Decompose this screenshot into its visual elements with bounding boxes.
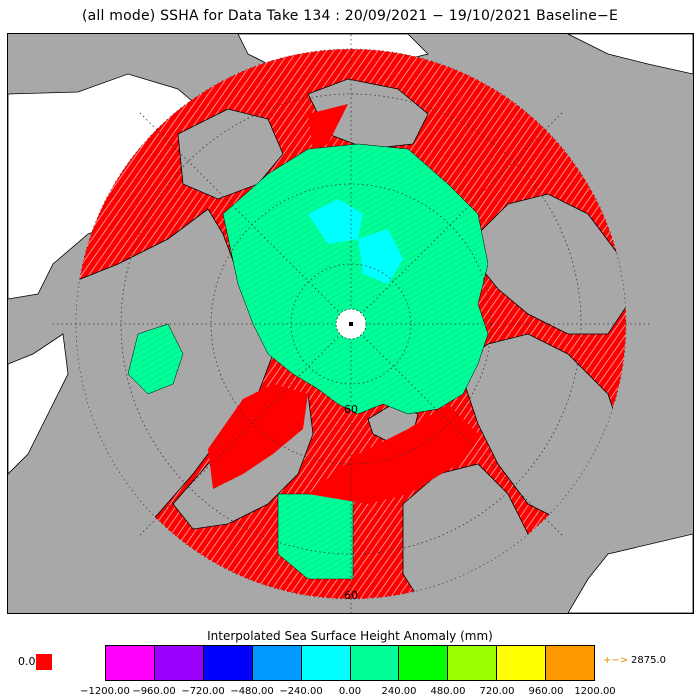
colorbar-segment [203, 646, 253, 680]
colorbar-segment [546, 646, 595, 680]
land-siberia [477, 193, 626, 335]
ssha-green-region [222, 143, 489, 415]
colorbar [105, 645, 595, 681]
outer-ocean [8, 333, 69, 475]
outer-ocean [567, 34, 693, 75]
overflow-value: 2875.0 [631, 655, 666, 666]
ssha-green-region [127, 323, 184, 395]
colorbar-segment [399, 646, 449, 680]
colorbar-ticks: −1200.00 −960.00 −720.00 −480.00 −240.00 0.00… [0, 686, 700, 700]
colorbar-segment [154, 646, 204, 680]
ssha-cyan-patch [308, 199, 363, 244]
graticule [51, 34, 651, 613]
zero-color-swatch [36, 654, 52, 670]
colorbar-tick-label: 960.00 [528, 686, 564, 697]
ssha-red-region [208, 384, 308, 489]
colorbar-segment [252, 646, 302, 680]
land-alaska [177, 108, 284, 200]
pole-marker [349, 322, 353, 326]
colorbar-segment [106, 646, 155, 680]
colorbar-tick-label: −720.00 [181, 686, 225, 697]
zero-value-label: 0.0 [18, 655, 36, 668]
outer-ocean [567, 533, 693, 613]
colorbar-tick-label: −480.00 [230, 686, 274, 697]
disc-outline [75, 48, 627, 600]
colorbar-tick-label: −1200.00 [80, 686, 130, 697]
colorbar-segment [301, 646, 351, 680]
colorbar-tick-label: 0.00 [338, 686, 362, 697]
colorbar-title: Interpolated Sea Surface Height Anomaly … [207, 629, 493, 643]
map-frame: 60 60 [7, 33, 694, 614]
ssha-red-region [308, 404, 478, 504]
latitude-label: 60 [344, 403, 358, 416]
colorbar-tick-label: −240.00 [279, 686, 323, 697]
colorbar-tick-label: 480.00 [430, 686, 466, 697]
polar-map: 60 60 [8, 34, 693, 613]
colorbar-tick-label: 720.00 [479, 686, 515, 697]
colorbar-segment [350, 646, 400, 680]
latitude-label: 60 [344, 589, 358, 602]
colorbar-segment [448, 646, 498, 680]
colorbar-segment [497, 646, 547, 680]
ssha-cyan-patch [358, 229, 403, 284]
map-title: (all mode) SSHA for Data Take 134 : 20/0… [81, 8, 618, 24]
overflow-arrow: +−> [603, 655, 629, 666]
colorbar-tick-label: −960.00 [132, 686, 176, 697]
land-chukotka [307, 78, 429, 150]
ssha-red-region [308, 104, 348, 149]
colorbar-tick-label: 1200.00 [574, 686, 616, 697]
colorbar-tick-label: 240.00 [381, 686, 417, 697]
